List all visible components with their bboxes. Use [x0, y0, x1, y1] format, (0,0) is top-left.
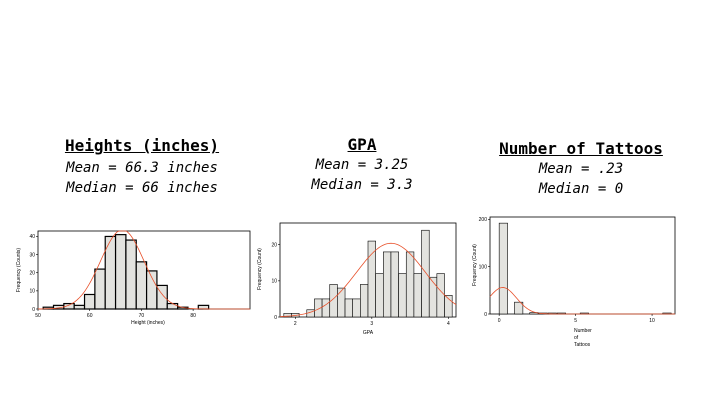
histogram-bar [197, 304, 210, 310]
normal-curve [37, 230, 250, 310]
x-axis-label: Tattoos [574, 342, 591, 348]
y-tick-label: 0 [484, 312, 487, 318]
gpa-median: Median = 3.3 [311, 177, 413, 193]
heights-mean: Mean = 66.3 inches [66, 160, 218, 176]
gpa-stats: GPA Mean = 3.25 Median = 3.3 [282, 135, 442, 193]
gpa-histogram: 0 10 20 2 3 4 Frequency (Count) GPA [257, 222, 457, 336]
y-tick-label: 0 [274, 315, 277, 321]
x-axis-label: Number [574, 328, 592, 334]
x-tick-label: 4 [447, 321, 450, 327]
histogram-bar [156, 284, 168, 310]
x-axis-label: of [574, 335, 579, 341]
histogram-bar [344, 298, 353, 318]
heights-median: Median = 66 inches [66, 180, 218, 196]
x-tick-label: 2 [294, 321, 297, 327]
y-tick-label: 20 [29, 271, 35, 277]
plot-frame [489, 216, 676, 315]
normal-curve [489, 287, 675, 315]
x-tick-label: 10 [649, 318, 655, 324]
x-tick-label: 50 [35, 313, 41, 319]
tattoos-stats: Number of Tattoos Mean = .23 Median = 0 [481, 139, 681, 197]
x-tick-label: 0 [498, 318, 501, 324]
y-tick-label: 0 [32, 307, 35, 313]
y-tick-label: 20 [271, 242, 277, 248]
histogram-bar [405, 251, 415, 318]
histogram-bar [337, 287, 346, 318]
heights-title: Heights (inches) [64, 136, 220, 155]
y-axis-label: Frequency (Count) [257, 248, 263, 290]
tattoos-mean: Mean = .23 [538, 161, 624, 177]
histogram-bar [421, 229, 430, 318]
heights-histogram: 0 10 20 30 40 50 60 70 80 Frequency (Counts) Heigh… [16, 230, 251, 326]
histogram-bar [83, 293, 96, 310]
y-tick-label: 30 [29, 252, 35, 258]
y-axis-label: Frequency (Count) [472, 244, 478, 286]
histogram-bar [94, 268, 106, 310]
x-tick-label: 70 [139, 313, 145, 319]
histogram-bar [428, 276, 438, 318]
histogram-bar [398, 273, 407, 318]
x-tick-label: 3 [370, 321, 373, 327]
histogram-bar [390, 251, 399, 318]
x-axis-label: GPA [363, 330, 374, 336]
histogram-bar [514, 301, 524, 315]
y-axis-label: Frequency (Counts) [16, 248, 22, 293]
tattoos-histogram: 0 100 200 0 5 10 Frequency (Count) NumberofTatt… [472, 216, 676, 348]
y-tick-label: 40 [29, 234, 35, 240]
y-tick-label: 10 [271, 279, 277, 285]
y-tick-label: 10 [29, 289, 35, 295]
histogram-bar [383, 251, 392, 318]
tattoos-title: Number of Tattoos [499, 139, 663, 158]
histogram-bar [73, 304, 86, 310]
tattoos-median: Median = 0 [538, 181, 624, 197]
histogram-bar [135, 261, 148, 310]
gpa-mean: Mean = 3.25 [315, 157, 409, 173]
y-tick-label: 200 [479, 217, 488, 223]
histogram-bar [436, 273, 445, 318]
normal-curve [279, 242, 457, 317]
histogram-bar [375, 273, 384, 318]
x-tick-label: 80 [190, 313, 196, 319]
x-axis-label: Height (inches) [131, 320, 165, 326]
histogram-bar [360, 284, 369, 318]
histogram-bar [498, 222, 508, 315]
histogram-bar [125, 239, 137, 310]
x-tick-label: 60 [87, 313, 93, 319]
histogram-bar [114, 234, 127, 310]
x-tick-label: 5 [574, 318, 577, 324]
histogram-bar [413, 273, 422, 318]
heights-stats: Heights (inches) Mean = 66.3 inches Medi… [22, 136, 262, 196]
gpa-title: GPA [347, 135, 377, 154]
histogram-bar [352, 298, 361, 318]
histogram-bar [166, 302, 179, 310]
histogram-bar [321, 298, 331, 318]
y-tick-label: 100 [479, 264, 488, 270]
histogram-bar [367, 240, 376, 318]
